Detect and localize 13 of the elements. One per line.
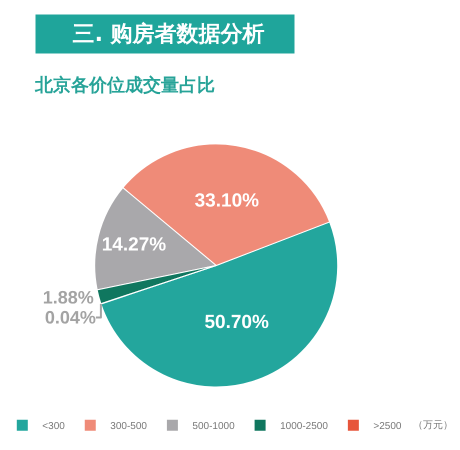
data-label: 50.70% [204,312,269,334]
legend-label: >2500 [373,421,402,432]
data-label: 14.27% [102,234,166,256]
legend-label: 300-500 [110,421,148,432]
chart-subtitle: 北京各价位成交量占比 [34,75,215,96]
data-label: 33.10% [194,190,260,212]
text: （万元） [413,420,453,431]
data-label: 0.04% [44,307,96,328]
legend-label: <300 [42,421,66,432]
data-label: 1.88% [42,287,94,308]
legend-label: 500-1000 [192,421,236,432]
legend-label: 1000-2500 [280,421,328,432]
chart-title: 三. 购房者数据分析 [42,21,288,47]
